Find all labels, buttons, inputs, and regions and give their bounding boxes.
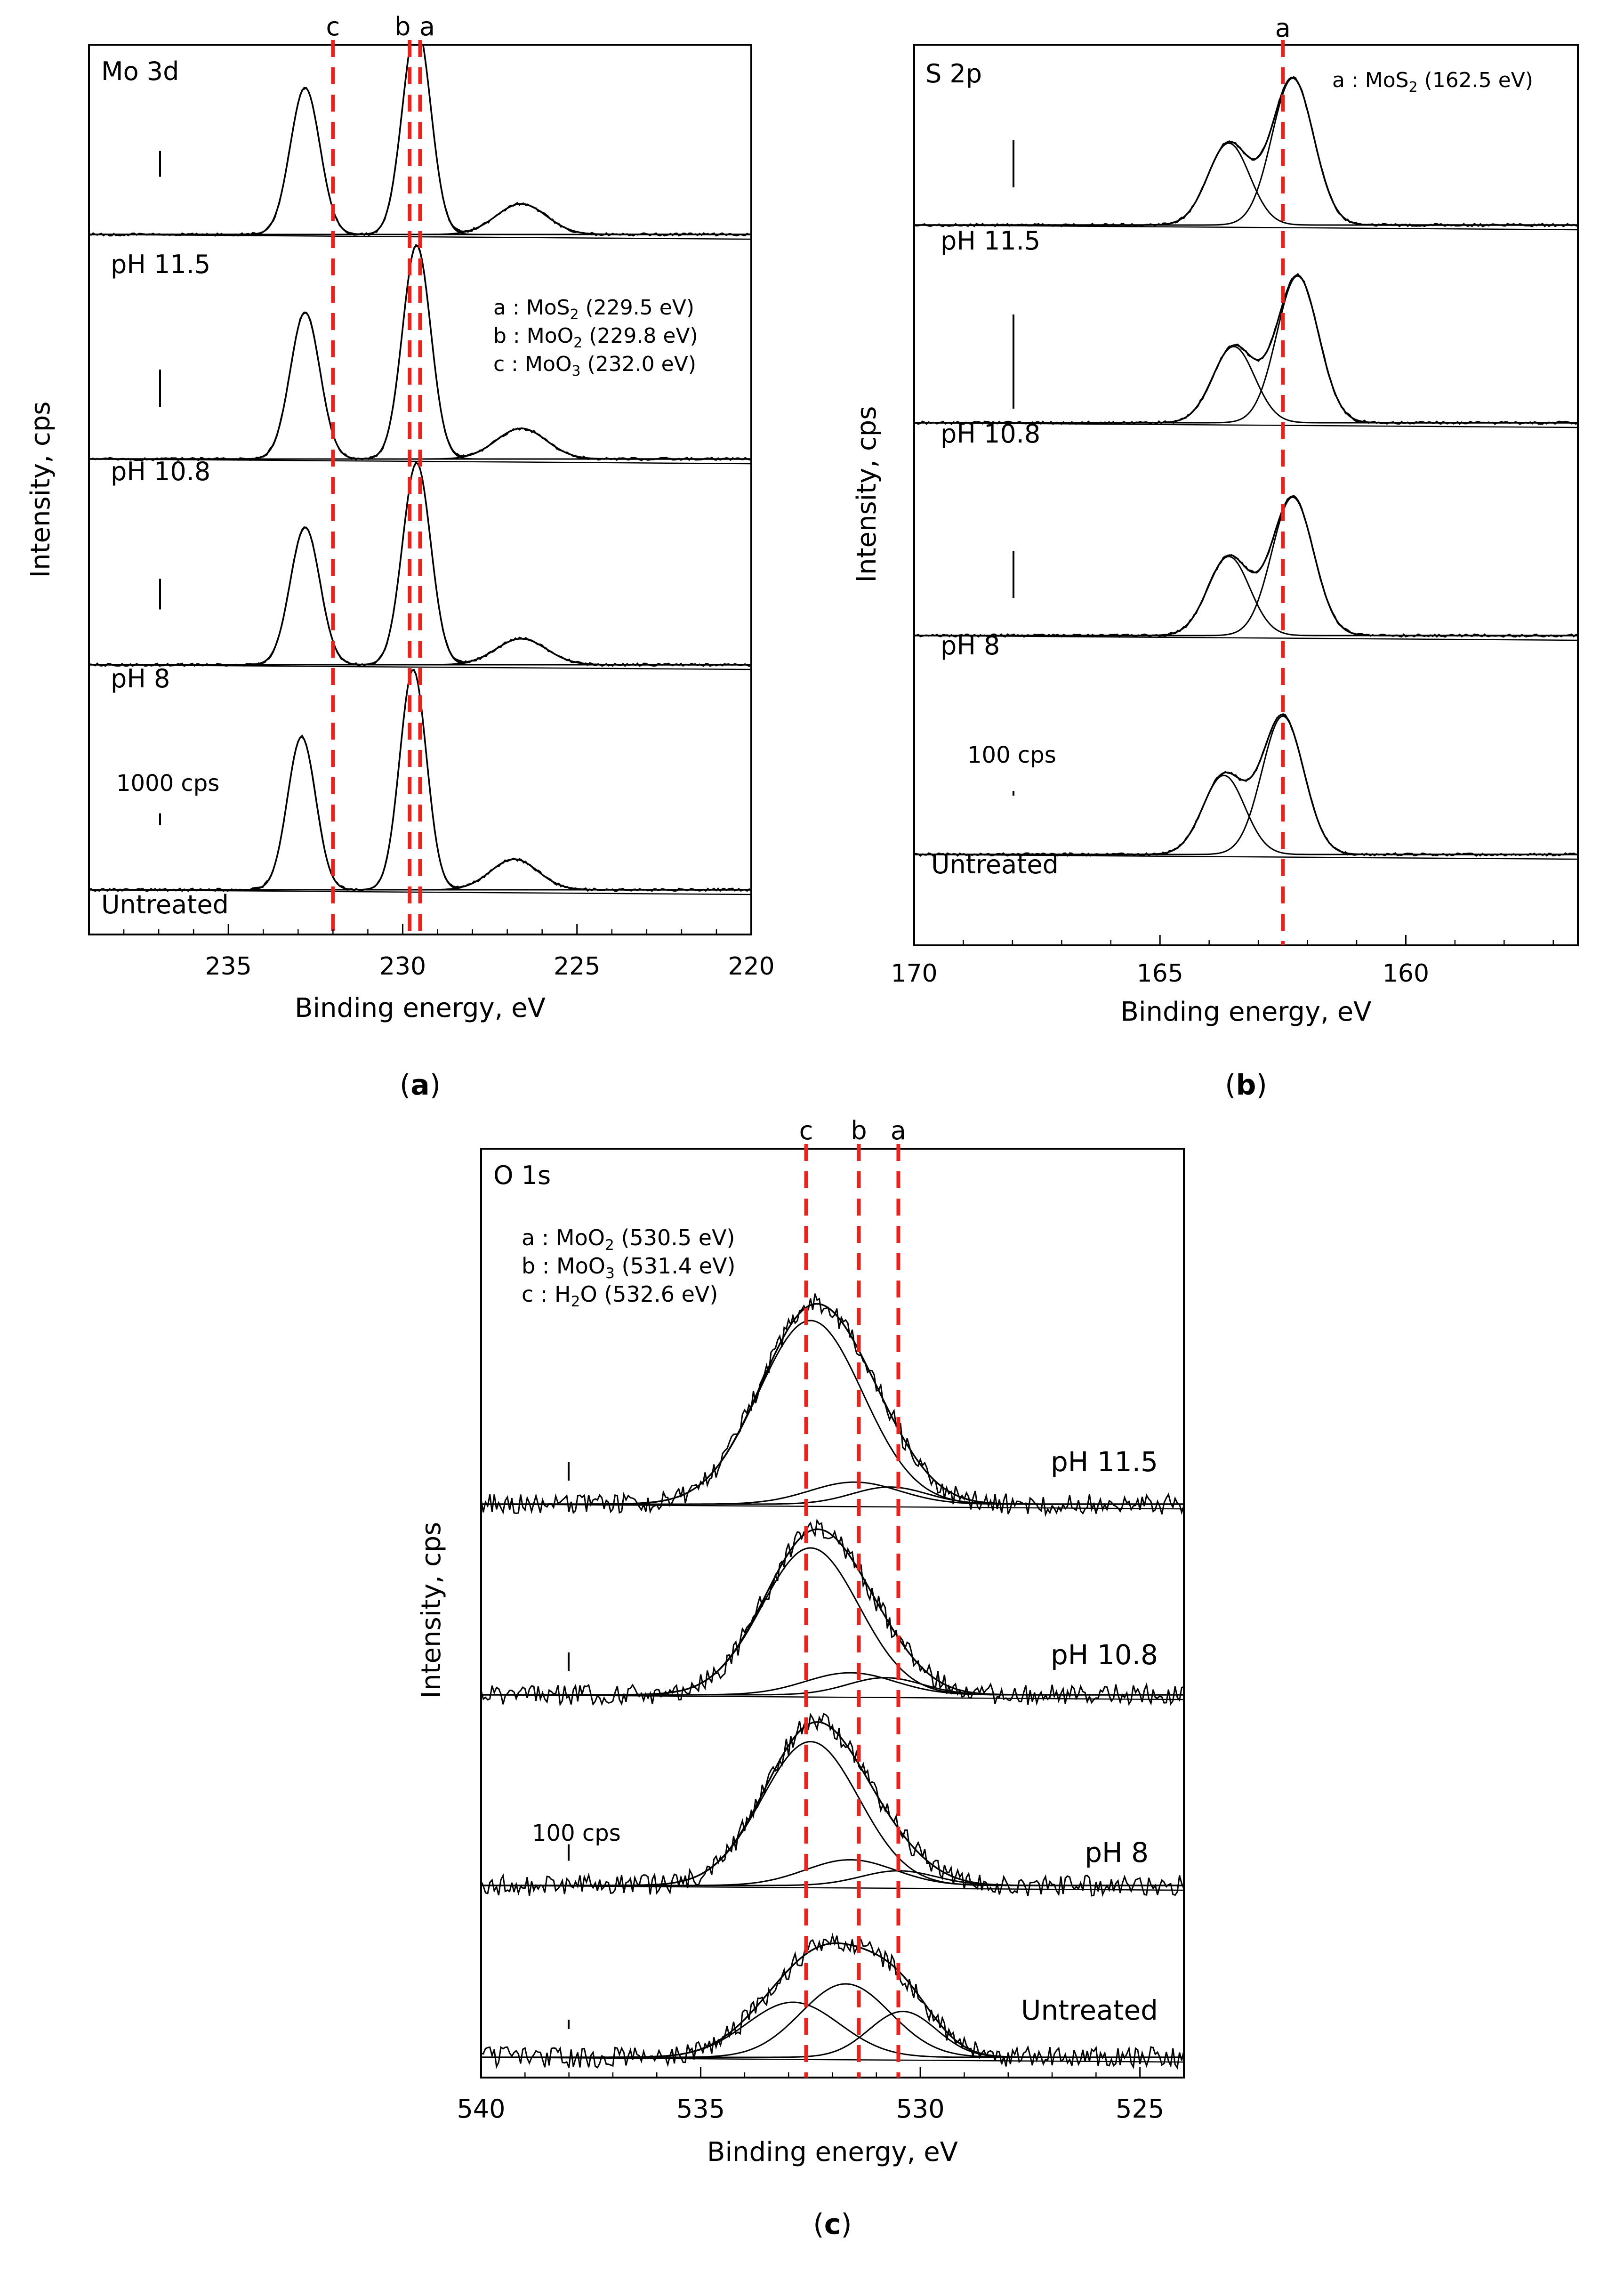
ref-label-a: a xyxy=(891,1116,906,1145)
ref-label-a: a xyxy=(419,12,435,41)
panel-title: Mo 3d xyxy=(101,56,179,86)
series-untreated xyxy=(914,713,1578,860)
series-ph-11-5 xyxy=(914,76,1578,231)
x-tick-label: 235 xyxy=(205,952,252,981)
fit-envelope xyxy=(481,1303,1184,1505)
ref-label-b: b xyxy=(394,12,410,41)
series-ph-10-8 xyxy=(914,273,1578,428)
series-label: pH 10.8 xyxy=(111,457,210,486)
measured-spectrum xyxy=(481,1293,1184,1517)
series-ph-8 xyxy=(914,494,1578,641)
x-tick-label: 230 xyxy=(379,952,426,981)
component-peak xyxy=(914,715,1578,855)
measured-spectrum xyxy=(89,45,751,237)
ref-label-b: b xyxy=(851,1116,867,1145)
series-label: pH 11.5 xyxy=(941,226,1040,256)
x-axis-label: Binding energy, eV xyxy=(707,2137,958,2167)
measured-spectrum xyxy=(481,1933,1184,2070)
series-label: pH 8 xyxy=(1085,1837,1149,1869)
legend-entry: b : MoO2 (229.8 eV) xyxy=(493,324,698,351)
legend-entry: a : MoO2 (530.5 eV) xyxy=(522,1225,735,1254)
y-axis-label: Intensity, cps xyxy=(25,402,56,578)
series-label: pH 10.8 xyxy=(1051,1639,1158,1671)
legend-entry: c : H2O (532.6 eV) xyxy=(522,1281,718,1310)
measured-spectrum xyxy=(914,76,1578,228)
x-axis-label: Binding energy, eV xyxy=(295,993,546,1023)
component-peak xyxy=(481,1547,1184,1696)
series-label: Untreated xyxy=(931,850,1059,879)
panel-title: S 2p xyxy=(925,59,982,89)
series-label: pH 10.8 xyxy=(941,419,1040,449)
series-label: Untreated xyxy=(1021,1994,1158,2026)
component-peak xyxy=(481,1672,1184,1696)
series-label: pH 8 xyxy=(941,631,1000,661)
ref-label-a: a xyxy=(1275,13,1291,43)
series-label: Untreated xyxy=(101,890,229,919)
measured-spectrum xyxy=(481,1518,1184,1707)
measured-spectrum xyxy=(914,494,1578,638)
panel-caption: (c) xyxy=(813,2208,852,2241)
legend-entry: a : MoS2 (229.5 eV) xyxy=(493,296,694,323)
panel-b: pH 11.5 pH 10.8 pH 8 Untreated a 170 165 160 S 2… xyxy=(852,13,1579,1102)
measured-spectrum xyxy=(89,461,751,667)
measured-spectrum xyxy=(89,245,751,461)
series-ph-11-5 xyxy=(481,1293,1184,1517)
measured-spectrum xyxy=(481,1712,1184,1897)
measured-spectrum xyxy=(914,713,1578,857)
x-tick-label: 160 xyxy=(1383,959,1429,988)
y-axis-label: Intensity, cps xyxy=(416,1522,447,1699)
x-tick-label: 170 xyxy=(891,959,937,988)
component-peak xyxy=(914,774,1578,855)
x-tick-label: 220 xyxy=(728,952,774,981)
series-ph-8 xyxy=(89,461,751,670)
panel-title: O 1s xyxy=(493,1160,551,1190)
series-label: pH 11.5 xyxy=(1051,1446,1158,1478)
legend-entry: c : MoO3 (232.0 eV) xyxy=(493,352,696,379)
x-tick-label: 530 xyxy=(896,2094,945,2124)
series-label: pH 8 xyxy=(111,664,170,693)
series-ph-10-8 xyxy=(481,1518,1184,1707)
panel-caption: (a) xyxy=(400,1069,441,1102)
x-tick-label: 225 xyxy=(554,952,600,981)
legend-entry: a : MoS2 (162.5 eV) xyxy=(1332,68,1533,96)
series-label: pH 11.5 xyxy=(111,250,210,279)
x-tick-label: 540 xyxy=(457,2094,505,2124)
x-tick-label: 525 xyxy=(1116,2094,1164,2124)
x-tick-label: 165 xyxy=(1137,959,1183,988)
series-untreated xyxy=(481,1933,1184,2070)
panel-caption: (b) xyxy=(1225,1069,1267,1102)
component-peak xyxy=(481,1740,1184,1886)
plot-frame-b xyxy=(913,44,1579,946)
y-axis-label: Intensity, cps xyxy=(852,406,882,583)
panel-a: pH 11.5 pH 10.8 pH 8 Untreated c b a 235 230 225 2… xyxy=(25,12,775,1102)
panel-c: pH 11.5 pH 10.8 pH 8 Untreated c b a 540 535 530 5… xyxy=(416,1116,1185,2241)
scale-bar-label: 1000 cps xyxy=(116,770,219,797)
measured-spectrum xyxy=(914,273,1578,426)
series-ph-8 xyxy=(481,1712,1184,1897)
legend-entry: b : MoO3 (531.4 eV) xyxy=(522,1253,735,1282)
x-tick-label: 535 xyxy=(676,2094,725,2124)
scale-bar-label: 100 cps xyxy=(967,742,1056,768)
x-axis-label: Binding energy, eV xyxy=(1121,997,1372,1027)
fit-envelope xyxy=(914,714,1578,855)
scale-bar-label: 100 cps xyxy=(532,1820,621,1846)
ref-label-c: c xyxy=(799,1116,813,1145)
ref-label-c: c xyxy=(326,12,340,41)
